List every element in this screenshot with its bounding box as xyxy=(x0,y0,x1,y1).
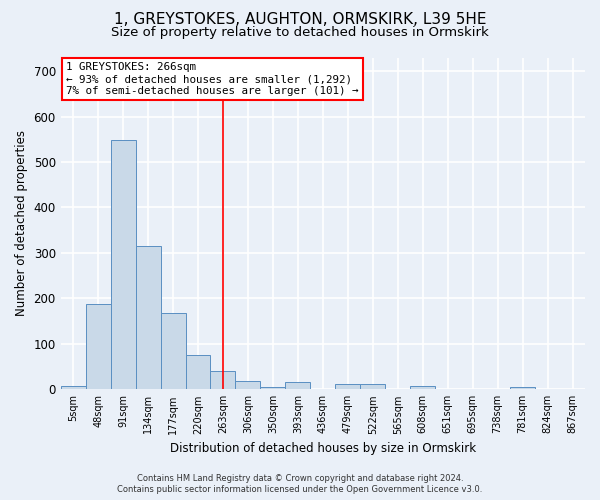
X-axis label: Distribution of detached houses by size in Ormskirk: Distribution of detached houses by size … xyxy=(170,442,476,455)
Bar xyxy=(510,387,535,390)
Bar xyxy=(410,386,435,390)
Bar xyxy=(360,384,385,390)
Text: Contains HM Land Registry data © Crown copyright and database right 2024.
Contai: Contains HM Land Registry data © Crown c… xyxy=(118,474,482,494)
Bar xyxy=(286,382,310,390)
Bar xyxy=(86,304,110,390)
Y-axis label: Number of detached properties: Number of detached properties xyxy=(15,130,28,316)
Bar xyxy=(110,140,136,390)
Bar xyxy=(211,371,235,390)
Bar xyxy=(260,387,286,390)
Bar xyxy=(136,246,161,390)
Bar xyxy=(335,384,360,390)
Bar xyxy=(185,355,211,390)
Text: Size of property relative to detached houses in Ormskirk: Size of property relative to detached ho… xyxy=(111,26,489,39)
Bar xyxy=(161,314,185,390)
Text: 1 GREYSTOKES: 266sqm
← 93% of detached houses are smaller (1,292)
7% of semi-det: 1 GREYSTOKES: 266sqm ← 93% of detached h… xyxy=(66,62,358,96)
Bar xyxy=(235,381,260,390)
Bar xyxy=(61,386,86,390)
Text: 1, GREYSTOKES, AUGHTON, ORMSKIRK, L39 5HE: 1, GREYSTOKES, AUGHTON, ORMSKIRK, L39 5H… xyxy=(114,12,486,28)
